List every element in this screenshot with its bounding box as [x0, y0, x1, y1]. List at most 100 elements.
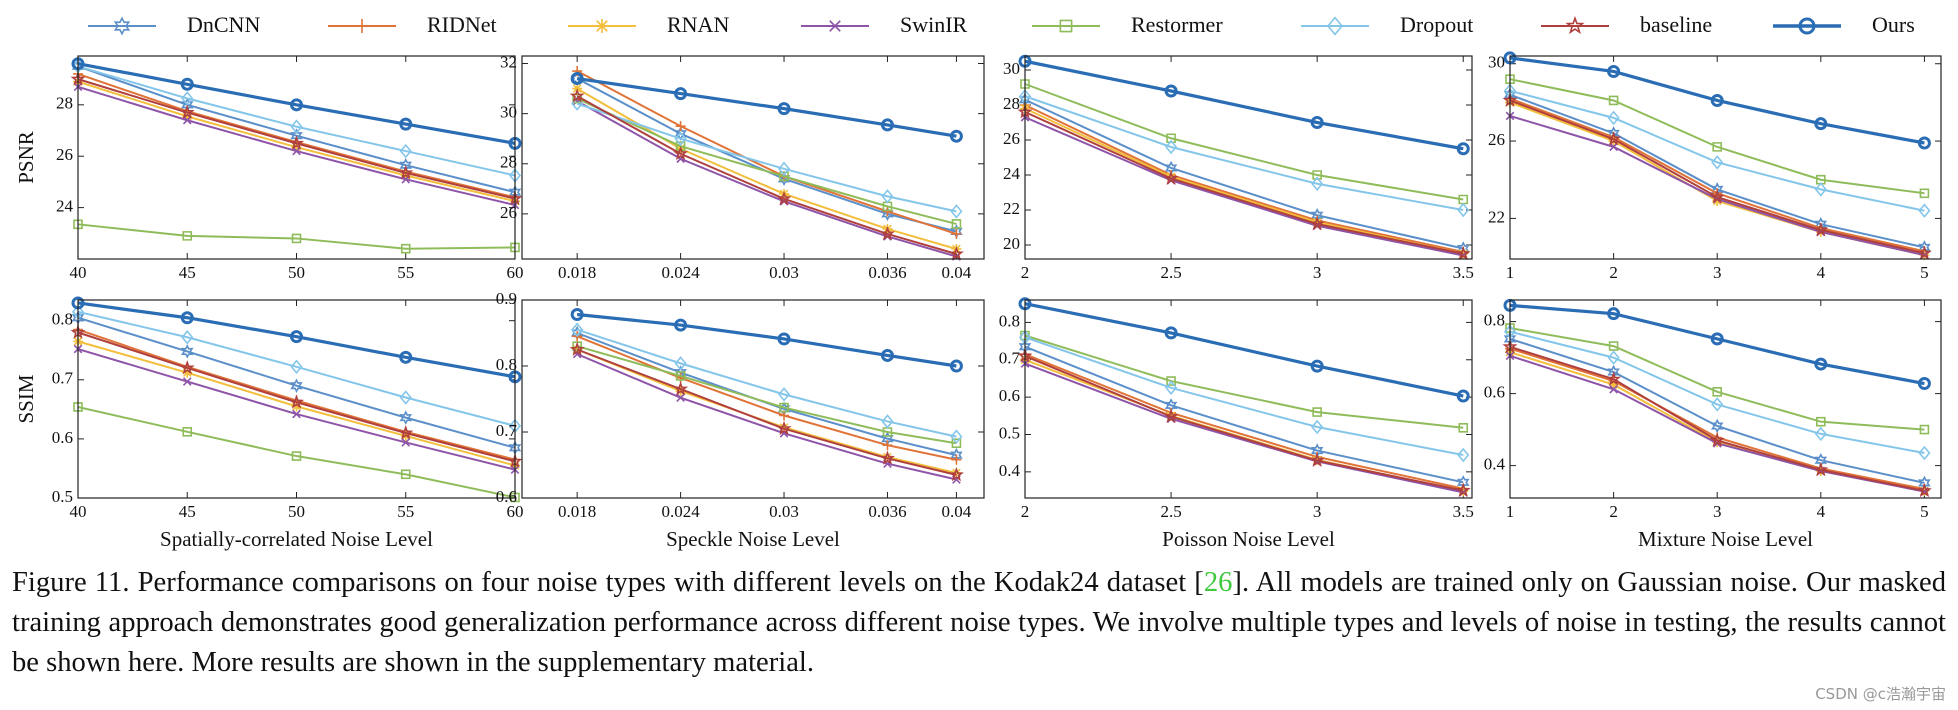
- marker: [1710, 418, 1724, 434]
- marker: [1711, 397, 1724, 412]
- marker: [882, 206, 893, 217]
- x-tick-label: 0.024: [661, 502, 700, 521]
- legend-marker: [595, 19, 609, 33]
- x-tick-label: 5: [1920, 502, 1929, 521]
- series-line: [1024, 111, 1464, 255]
- x-tick-label: 2.5: [1160, 502, 1181, 521]
- series-line: [1509, 327, 1925, 431]
- marker: [1813, 462, 1829, 477]
- plot-frame: [521, 55, 985, 260]
- marker: [1709, 432, 1725, 447]
- y-tick-label: 26: [1003, 129, 1020, 148]
- x-tick-label: 1: [1506, 502, 1515, 521]
- x-tick-label: 0.03: [769, 263, 799, 282]
- x-tick-label: 50: [288, 263, 305, 282]
- marker: [290, 119, 303, 134]
- plot-frame: [521, 299, 985, 499]
- marker: [1814, 426, 1827, 442]
- legend-label: Dropout: [1400, 12, 1473, 37]
- marker: [949, 359, 963, 373]
- series-line: [1509, 97, 1925, 253]
- marker: [571, 322, 584, 337]
- y-tick-label: 0.7: [496, 421, 518, 440]
- marker: [1816, 416, 1826, 427]
- series-line: [1509, 99, 1925, 255]
- series-line: [1024, 95, 1464, 211]
- series-line: [1024, 98, 1464, 250]
- x-tick-label: 4: [1817, 263, 1826, 282]
- series-line: [576, 76, 957, 138]
- series-line: [1024, 104, 1464, 253]
- marker: [73, 402, 83, 412]
- marker: [1456, 142, 1470, 156]
- marker: [182, 231, 193, 241]
- marker: [776, 190, 792, 206]
- marker: [401, 438, 411, 447]
- legend-label: SwinIR: [900, 12, 968, 37]
- marker: [182, 367, 193, 378]
- legend-marker: [355, 19, 369, 33]
- marker: [1458, 422, 1469, 433]
- marker: [1814, 357, 1828, 371]
- legend-label: Ours: [1872, 12, 1915, 37]
- marker: [950, 204, 963, 219]
- x-tick-label: 3: [1313, 502, 1322, 521]
- marker: [290, 378, 303, 393]
- marker: [675, 121, 686, 132]
- series-line: [1509, 93, 1925, 249]
- y-tick-label: 28: [500, 153, 517, 172]
- marker: [1309, 452, 1325, 468]
- marker: [1814, 117, 1828, 131]
- marker: [1607, 64, 1621, 78]
- y-tick-label: 24: [56, 197, 74, 216]
- marker: [948, 246, 964, 261]
- marker: [1712, 142, 1723, 152]
- marker: [1712, 387, 1723, 397]
- subplot: 22 26 30 1 2 3 4 5: [1488, 51, 1942, 282]
- figure: DnCNN RIDNet RNAN SwinIR Restormer Dropout bas…: [14, 12, 1942, 551]
- x-tick-label: 0.024: [661, 263, 700, 282]
- legend-label: baseline: [1640, 12, 1712, 37]
- marker: [1312, 170, 1322, 180]
- marker: [1606, 371, 1622, 386]
- legend-marker: [113, 16, 131, 36]
- marker: [398, 165, 414, 180]
- marker: [1455, 482, 1471, 497]
- marker: [879, 450, 895, 465]
- marker: [950, 429, 963, 444]
- marker: [1710, 93, 1724, 107]
- x-tick-label: 2: [1609, 502, 1618, 521]
- x-tick-label: 0.018: [558, 263, 596, 282]
- marker: [1312, 407, 1322, 417]
- subplot: 26 28 30 32 0.018 0.024 0.03 0.036 0.04: [500, 52, 985, 282]
- marker: [179, 360, 195, 375]
- x-tick-label: 3: [1713, 502, 1722, 521]
- marker: [949, 129, 963, 143]
- y-tick-label: 22: [1488, 207, 1505, 226]
- citation[interactable]: 26: [1203, 567, 1233, 598]
- marker: [882, 427, 893, 437]
- y-tick-label: 30: [1003, 59, 1020, 78]
- legend-label: DnCNN: [187, 12, 260, 37]
- marker: [779, 402, 789, 413]
- marker: [674, 87, 688, 101]
- x-axis-label: Spatially-correlated Noise Level: [160, 527, 433, 551]
- series-line: [1509, 330, 1925, 454]
- series-line: [1024, 336, 1464, 457]
- legend-marker: [1565, 15, 1585, 35]
- y-axis-label: PSNR: [14, 131, 38, 184]
- marker: [1455, 245, 1471, 261]
- marker: [1606, 131, 1622, 146]
- marker: [777, 387, 791, 402]
- marker: [1458, 194, 1469, 205]
- marker: [1916, 482, 1932, 498]
- y-tick-label: 0.5: [52, 487, 73, 506]
- marker: [1607, 307, 1621, 321]
- x-tick-label: 0.04: [942, 502, 972, 521]
- x-tick-label: 45: [179, 502, 196, 521]
- marker: [951, 438, 962, 449]
- marker: [291, 142, 302, 153]
- marker: [776, 420, 792, 436]
- marker: [399, 390, 412, 405]
- marker: [1609, 384, 1618, 394]
